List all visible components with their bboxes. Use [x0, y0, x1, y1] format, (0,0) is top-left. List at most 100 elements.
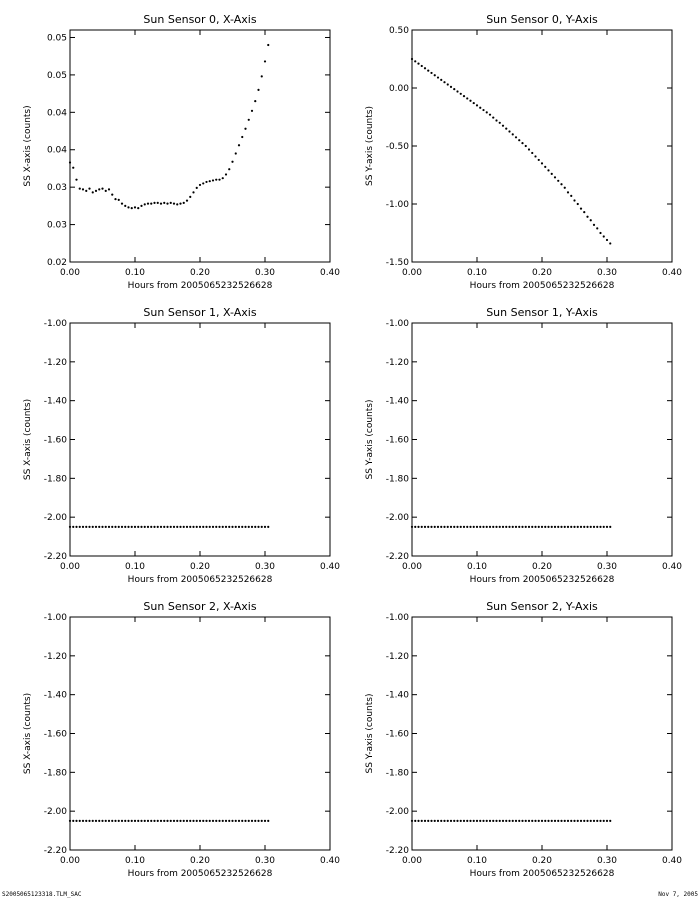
- data-point: [127, 206, 130, 209]
- data-point: [475, 819, 479, 822]
- x-tick-label: 0.40: [662, 268, 682, 278]
- data-point: [104, 525, 107, 528]
- footer-filename: S2005065123318.TLM_SAC: [2, 891, 82, 898]
- data-point: [537, 158, 540, 162]
- data-point: [599, 231, 602, 235]
- data-point: [508, 819, 511, 822]
- data-point: [592, 223, 596, 226]
- data-point: [605, 819, 609, 822]
- data-point: [443, 81, 446, 84]
- y-axis-label: SS Y-axis (counts): [365, 694, 375, 774]
- data-point: [91, 819, 94, 822]
- data-point: [130, 525, 133, 528]
- y-axis-label: SS X-axis (counts): [23, 693, 33, 774]
- data-point: [182, 819, 185, 822]
- x-tick-label: 0.20: [190, 856, 210, 866]
- data-point: [228, 525, 231, 528]
- data-point: [198, 183, 202, 187]
- data-point: [198, 525, 202, 528]
- y-axis-label: SS Y-axis (counts): [365, 400, 375, 480]
- data-point: [449, 819, 453, 822]
- x-tick-label: 0.30: [255, 562, 275, 572]
- data-point: [589, 819, 592, 822]
- data-point: [414, 525, 417, 528]
- chart-5: Sun Sensor 2, Y-Axis Hours from 200506523…: [365, 600, 682, 879]
- data-point: [427, 819, 430, 822]
- data-point: [85, 819, 88, 822]
- data-point: [495, 525, 498, 528]
- data-point: [414, 819, 417, 822]
- data-point: [459, 92, 462, 95]
- data-point: [68, 161, 72, 164]
- data-point: [482, 819, 485, 822]
- data-point: [224, 819, 228, 822]
- data-point: [163, 201, 166, 204]
- data-point: [263, 60, 267, 63]
- y-tick-label: 0.03: [47, 221, 67, 231]
- plot-frame: [411, 616, 673, 851]
- data-point: [104, 819, 107, 822]
- data-point: [560, 525, 563, 528]
- data-point: [505, 127, 508, 130]
- x-axis-label: Hours from 2005065232526628: [470, 281, 615, 291]
- data-point: [267, 43, 270, 47]
- data-point: [417, 525, 420, 528]
- data-point: [462, 95, 466, 98]
- data-point: [430, 819, 433, 822]
- chart-1: Sun Sensor 0, Y-Axis Hours from 200506523…: [365, 13, 682, 291]
- data-point: [423, 67, 427, 70]
- x-tick-label: 0.30: [597, 856, 617, 866]
- data-point: [508, 130, 511, 133]
- data-point: [492, 819, 495, 822]
- data-point: [553, 176, 557, 179]
- data-point: [596, 227, 599, 230]
- data-point: [560, 183, 563, 186]
- data-point: [218, 819, 221, 822]
- data-point: [544, 165, 547, 168]
- y-tick-label: -1.40: [386, 397, 410, 407]
- data-point: [505, 819, 508, 822]
- data-point: [176, 525, 179, 528]
- x-tick-label: 0.00: [60, 562, 80, 572]
- data-point: [111, 193, 114, 196]
- y-tick-label: 0.05: [47, 71, 67, 81]
- data-point: [544, 819, 547, 822]
- data-point: [101, 819, 104, 822]
- y-tick-label: -1.00: [44, 319, 68, 329]
- data-point: [211, 179, 215, 182]
- data-point: [202, 819, 205, 822]
- y-tick-label: -1.20: [44, 358, 68, 368]
- x-tick-label: 0.20: [532, 268, 552, 278]
- data-point: [456, 525, 459, 528]
- data-point: [462, 819, 466, 822]
- data-point: [586, 215, 589, 218]
- data-point: [583, 211, 586, 214]
- data-point: [81, 188, 85, 191]
- data-point: [472, 525, 475, 528]
- data-point: [260, 525, 263, 528]
- x-tick-label: 0.40: [662, 856, 682, 866]
- data-point: [505, 525, 508, 528]
- data-point: [244, 525, 247, 528]
- data-point: [524, 525, 527, 528]
- data-point: [195, 186, 198, 190]
- data-point: [130, 819, 133, 822]
- y-tick-label: -1.60: [386, 436, 410, 446]
- y-tick-label: -1.40: [44, 691, 68, 701]
- data-point: [88, 525, 91, 528]
- data-point: [527, 819, 531, 822]
- data-point: [250, 819, 254, 822]
- y-axis-label: SS Y-axis (counts): [365, 106, 375, 186]
- data-point: [150, 202, 153, 205]
- data-point: [150, 819, 153, 822]
- data-point: [456, 819, 459, 822]
- data-point: [218, 178, 221, 181]
- data-point: [488, 113, 492, 116]
- data-point: [140, 204, 143, 207]
- data-point: [433, 74, 436, 77]
- data-point: [179, 525, 182, 528]
- data-point: [449, 525, 453, 528]
- data-point: [189, 195, 192, 198]
- x-tick-label: 0.10: [125, 562, 145, 572]
- y-tick-label: 0.50: [389, 26, 409, 36]
